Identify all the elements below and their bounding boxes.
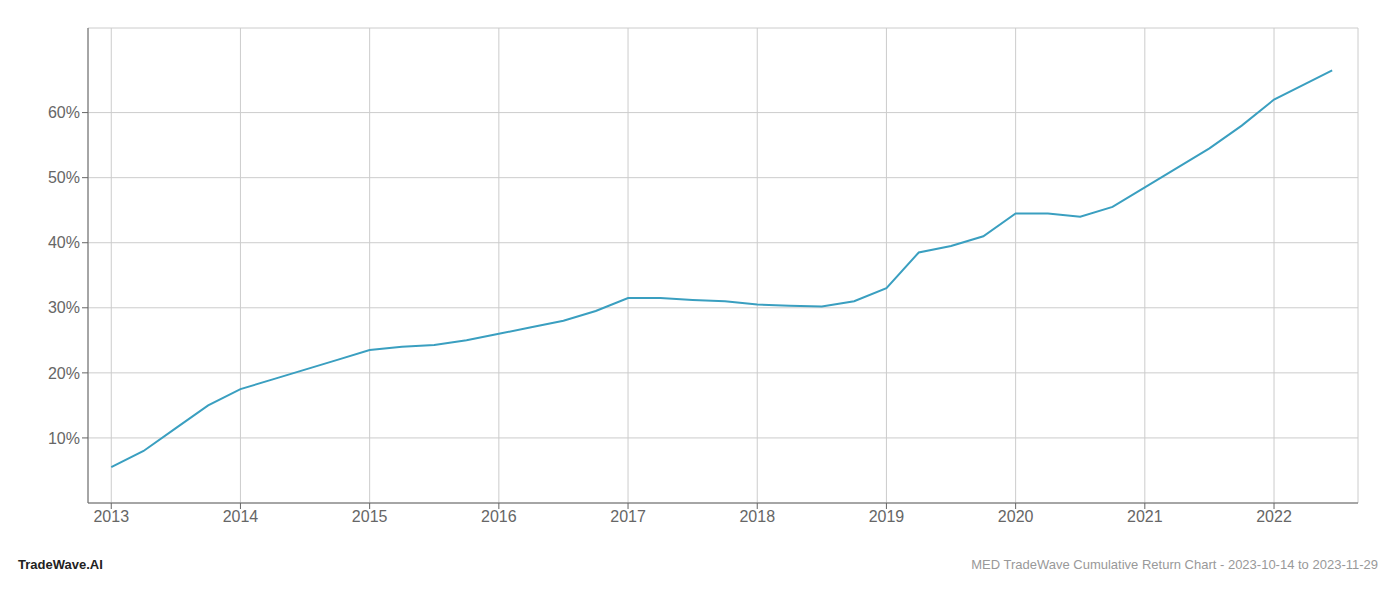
svg-text:2020: 2020 bbox=[998, 508, 1034, 525]
svg-text:2018: 2018 bbox=[739, 508, 775, 525]
svg-text:20%: 20% bbox=[48, 365, 80, 382]
html-text:TradeWave.AI: TradeWave.AI bbox=[18, 557, 103, 572]
svg-text:2019: 2019 bbox=[869, 508, 905, 525]
html-text:MED TradeWave Cumulative Retur: MED TradeWave Cumulative Return Chart - … bbox=[971, 557, 1378, 572]
svg-text:10%: 10% bbox=[48, 430, 80, 447]
svg-text:2014: 2014 bbox=[223, 508, 259, 525]
svg-text:2021: 2021 bbox=[1127, 508, 1163, 525]
svg-text:2017: 2017 bbox=[610, 508, 646, 525]
svg-text:60%: 60% bbox=[48, 104, 80, 121]
svg-text:2015: 2015 bbox=[352, 508, 388, 525]
svg-text:40%: 40% bbox=[48, 234, 80, 251]
svg-text:2022: 2022 bbox=[1256, 508, 1292, 525]
svg-text:2013: 2013 bbox=[93, 508, 129, 525]
svg-text:30%: 30% bbox=[48, 299, 80, 316]
svg-text:50%: 50% bbox=[48, 169, 80, 186]
svg-text:2016: 2016 bbox=[481, 508, 517, 525]
